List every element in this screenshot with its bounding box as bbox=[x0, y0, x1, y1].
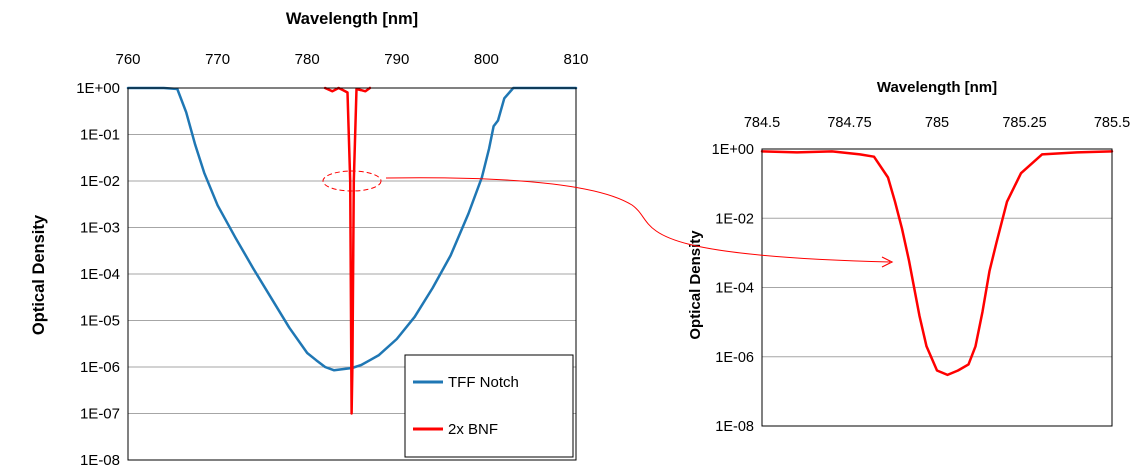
x-tick-label: 810 bbox=[563, 51, 588, 68]
zoom-ellipse bbox=[322, 170, 382, 192]
x-axis-title: Wavelength [nm] bbox=[286, 10, 418, 28]
y-tick-label: 1E-08 bbox=[80, 452, 120, 465]
plot-area bbox=[127, 87, 577, 461]
x-tick-label: 790 bbox=[384, 51, 409, 68]
y-tick-label: 1E-06 bbox=[715, 350, 754, 366]
y-tick-label: 1E-02 bbox=[715, 211, 754, 227]
x-tick-label: 784.75 bbox=[827, 115, 871, 131]
x-tick-label: 780 bbox=[295, 51, 320, 68]
legend bbox=[404, 354, 574, 458]
y-tick-label: 1E-07 bbox=[80, 406, 120, 423]
x-tick-label: 785.25 bbox=[1002, 115, 1046, 131]
y-tick-label: 1E-05 bbox=[80, 313, 120, 330]
x-tick-label: 800 bbox=[474, 51, 499, 68]
y-tick-label: 1E-06 bbox=[80, 359, 120, 376]
series-line-2-1 bbox=[760, 150, 1114, 377]
y-tick-label: 1E-04 bbox=[80, 266, 120, 283]
y-tick-label: 1E-02 bbox=[80, 173, 120, 190]
x-tick-label: 770 bbox=[205, 51, 230, 68]
x-tick-label: 784.5 bbox=[744, 115, 780, 131]
x-tick-label: 785.5 bbox=[1094, 115, 1130, 131]
y-tick-label: 1E-01 bbox=[80, 127, 120, 144]
y-tick-label: 1E+00 bbox=[76, 80, 120, 97]
y-axis-title: Optical Density bbox=[30, 214, 48, 335]
zoom-connector bbox=[385, 177, 891, 263]
y-tick-label: 1E+00 bbox=[712, 142, 754, 158]
legend-label: 2x BNF bbox=[448, 421, 498, 438]
x-tick-label: 760 bbox=[115, 51, 140, 68]
plot-area bbox=[761, 148, 1113, 427]
legend-label: TFF Notch bbox=[448, 374, 519, 391]
x-tick-label: 785 bbox=[925, 115, 949, 131]
y-axis-title: Optical Density bbox=[687, 230, 704, 340]
y-tick-label: 1E-04 bbox=[715, 281, 754, 297]
y-tick-label: 1E-08 bbox=[715, 419, 754, 435]
y-tick-label: 1E-03 bbox=[80, 220, 120, 237]
x-axis-title: Wavelength [nm] bbox=[877, 79, 997, 96]
arrow-head bbox=[881, 256, 894, 268]
